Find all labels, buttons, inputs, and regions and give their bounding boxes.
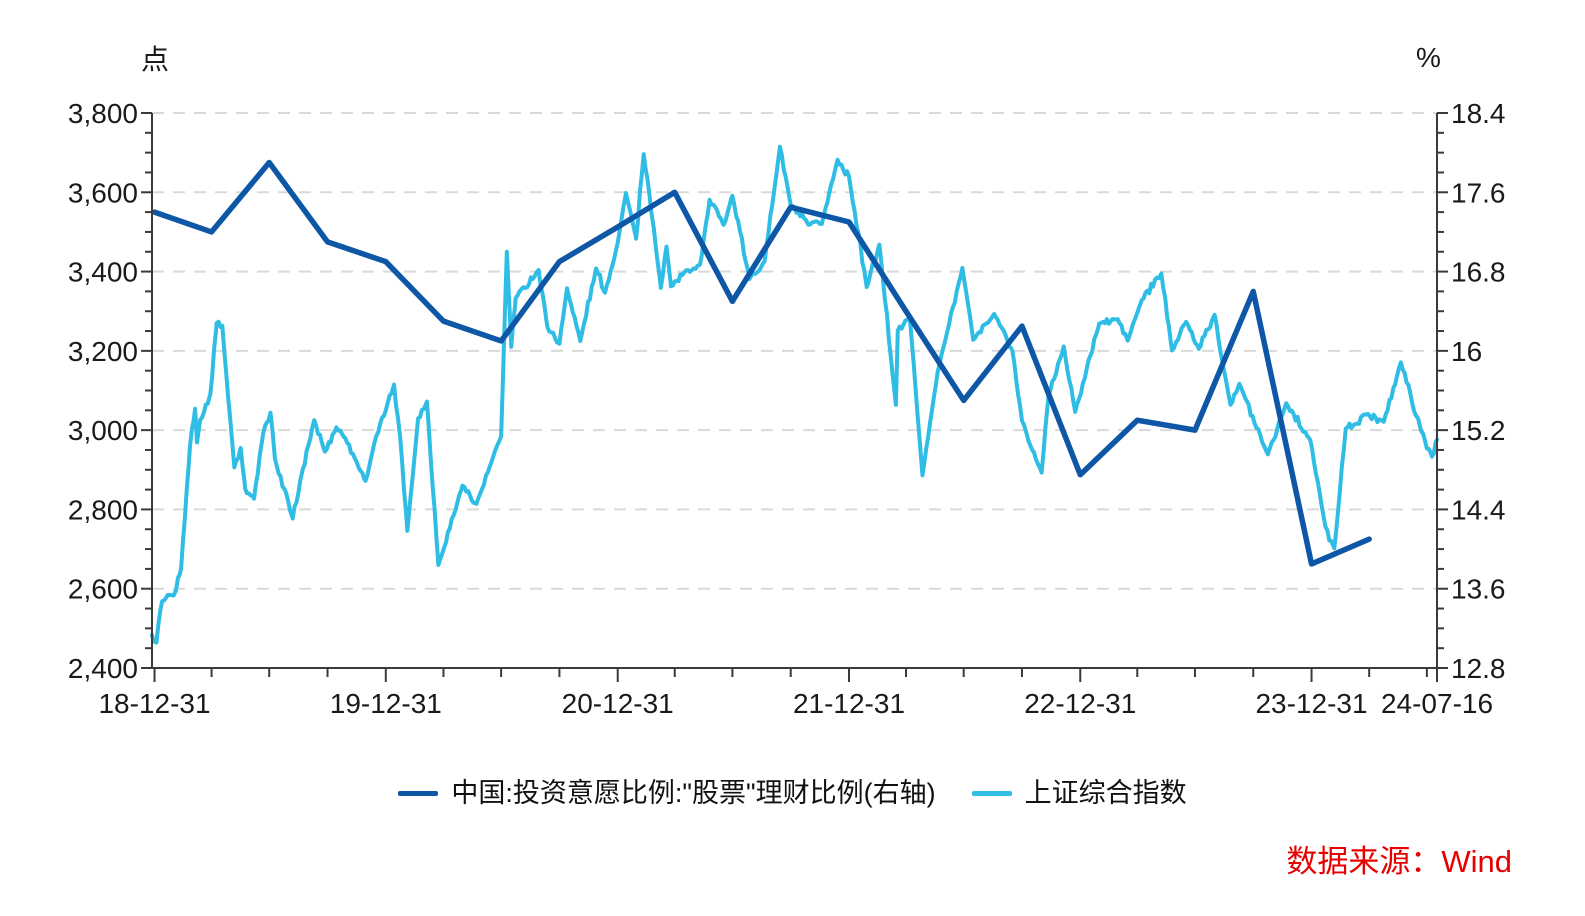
svg-text:3,400: 3,400 xyxy=(68,257,138,288)
data-source-note: 数据来源：Wind xyxy=(1286,844,1512,879)
svg-text:14.4: 14.4 xyxy=(1451,494,1506,525)
svg-text:18-12-31: 18-12-31 xyxy=(98,688,210,719)
svg-text:2,800: 2,800 xyxy=(68,494,138,525)
svg-text:3,000: 3,000 xyxy=(68,415,138,446)
gridlines xyxy=(152,112,1437,590)
legend-item-investment-willingness: 中国:投资意愿比例:"股票"理财比例(右轴) xyxy=(398,778,936,809)
svg-text:12.8: 12.8 xyxy=(1451,653,1506,684)
svg-text:16: 16 xyxy=(1451,336,1482,367)
left-axis-unit-label: 点 xyxy=(141,44,170,75)
svg-text:15.2: 15.2 xyxy=(1451,415,1506,446)
chart-legend: 中国:投资意愿比例:"股票"理财比例(右轴) 上证综合指数 xyxy=(0,778,1585,809)
series-line-1 xyxy=(151,159,1372,567)
legend-swatch-dark-blue-line xyxy=(398,791,439,797)
svg-text:17.6: 17.6 xyxy=(1451,177,1506,208)
svg-text:2,600: 2,600 xyxy=(68,574,138,605)
legend-swatch-cyan-line xyxy=(971,791,1012,797)
series-line-0 xyxy=(150,144,1439,645)
svg-text:22-12-31: 22-12-31 xyxy=(1024,688,1136,719)
svg-text:23-12-31: 23-12-31 xyxy=(1255,688,1367,719)
legend-item-sse-composite: 上证综合指数 xyxy=(971,778,1187,809)
svg-text:20-12-31: 20-12-31 xyxy=(562,688,674,719)
axis-tick-labels: 2,400 2,600 2,800 3,000 3,200 3,400 3,600 3,800… xyxy=(68,98,1506,719)
svg-text:19-12-31: 19-12-31 xyxy=(330,688,442,719)
svg-text:18.4: 18.4 xyxy=(1451,98,1506,129)
svg-text:2,400: 2,400 xyxy=(68,653,138,684)
right-axis-unit-label: % xyxy=(1416,42,1441,73)
legend-label-sse-composite: 上证综合指数 xyxy=(1024,778,1187,808)
axes xyxy=(151,113,1438,669)
svg-text:13.6: 13.6 xyxy=(1451,574,1506,605)
svg-text:3,200: 3,200 xyxy=(68,336,138,367)
svg-text:21-12-31: 21-12-31 xyxy=(793,688,905,719)
svg-text:24-07-16: 24-07-16 xyxy=(1381,688,1493,719)
svg-text:16.8: 16.8 xyxy=(1451,257,1506,288)
legend-label-investment-willingness: 中国:投资意愿比例:"股票"理财比例(右轴) xyxy=(451,778,936,808)
axis-ticks xyxy=(141,112,1448,682)
svg-text:3,800: 3,800 xyxy=(68,98,138,129)
svg-text:3,600: 3,600 xyxy=(68,177,138,208)
